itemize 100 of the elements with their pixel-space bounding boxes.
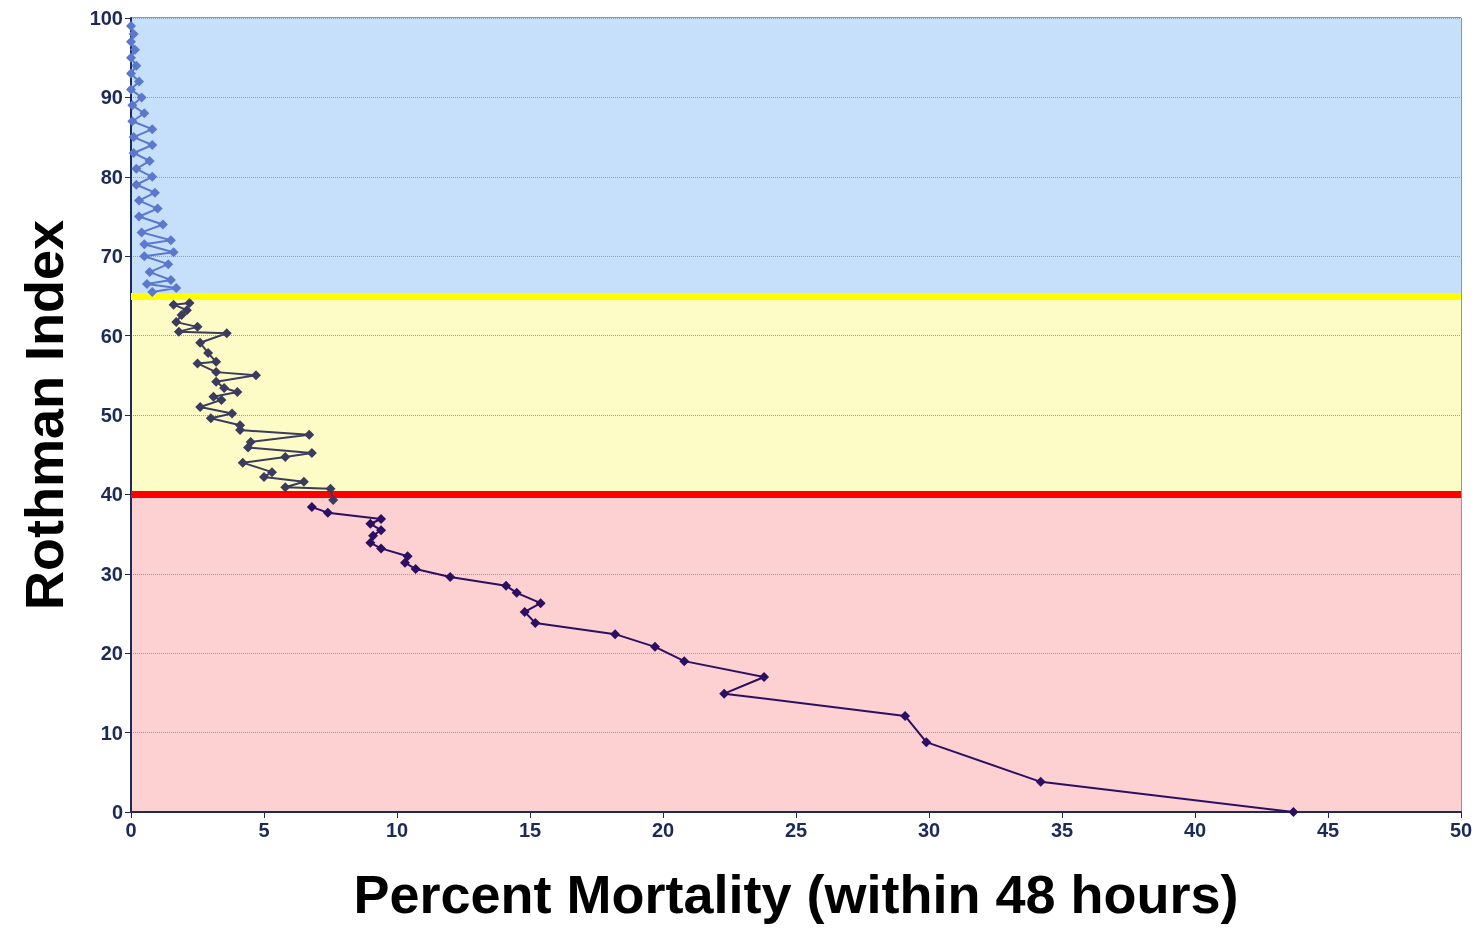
point	[365, 537, 376, 548]
point	[325, 483, 336, 494]
point	[610, 629, 621, 640]
point	[365, 518, 376, 529]
point	[445, 571, 456, 582]
point	[149, 187, 160, 198]
point	[126, 84, 136, 95]
point	[237, 457, 248, 468]
point	[195, 402, 206, 413]
y-tick-label: 0	[111, 801, 123, 823]
point	[139, 239, 150, 250]
point	[165, 275, 176, 286]
point	[205, 413, 216, 424]
point	[203, 348, 214, 359]
point	[376, 543, 387, 554]
point	[128, 147, 139, 158]
x-tick-label: 15	[518, 819, 542, 841]
x-tick-label: 30	[917, 819, 941, 841]
point	[128, 28, 139, 39]
point	[127, 100, 138, 111]
point	[192, 358, 203, 369]
point	[184, 298, 195, 309]
point	[136, 92, 147, 103]
point	[147, 286, 158, 297]
point	[176, 309, 187, 320]
point	[131, 60, 142, 71]
y-tick-label: 60	[100, 324, 123, 347]
point	[152, 203, 163, 214]
point	[133, 211, 144, 222]
point	[136, 227, 147, 238]
point	[131, 179, 142, 190]
point	[232, 386, 243, 397]
point	[511, 587, 522, 598]
point	[168, 299, 179, 310]
point	[192, 321, 203, 332]
point	[211, 376, 222, 387]
point	[1288, 807, 1299, 817]
x-tick-label: 45	[1316, 819, 1340, 841]
point	[219, 383, 230, 393]
point	[171, 317, 182, 328]
y-tick-label: 30	[100, 562, 123, 585]
point	[133, 76, 144, 87]
y-tick-label: 50	[100, 404, 123, 426]
x-axis-title: Percent Mortality (within 48 hours)	[353, 864, 1239, 924]
point	[129, 44, 140, 55]
point	[535, 598, 546, 609]
x-tick-label: 5	[258, 819, 270, 841]
y-tick-label: 100	[89, 7, 123, 29]
point	[679, 656, 690, 667]
y-tick-label: 80	[100, 165, 123, 188]
point	[133, 195, 144, 206]
point	[410, 564, 421, 575]
point	[368, 530, 379, 541]
x-tick-label: 25	[784, 819, 808, 841]
point	[131, 163, 142, 174]
y-tick-label: 40	[100, 483, 123, 506]
point	[921, 737, 932, 748]
point	[280, 452, 291, 463]
point	[251, 370, 262, 381]
point	[304, 429, 315, 440]
y-tick-label: 10	[100, 721, 123, 744]
point	[650, 641, 661, 652]
y-tick-label: 20	[100, 642, 123, 665]
point	[221, 328, 232, 339]
point	[147, 124, 158, 135]
x-tick-label: 50	[1449, 819, 1473, 841]
point	[126, 52, 136, 63]
point	[227, 408, 238, 419]
point	[171, 282, 182, 293]
point	[1035, 776, 1046, 787]
point	[128, 132, 139, 143]
point	[126, 68, 136, 79]
point	[147, 171, 158, 182]
point	[376, 525, 387, 536]
point	[759, 672, 770, 683]
point	[139, 251, 150, 262]
x-tick-label: 0	[125, 819, 137, 841]
point	[126, 36, 136, 47]
y-axis-title: Rothman Index	[14, 219, 74, 611]
x-tick-label: 40	[1183, 819, 1207, 841]
x-tick-label: 35	[1050, 819, 1074, 841]
point	[173, 326, 184, 337]
point	[127, 116, 138, 127]
point	[322, 507, 333, 518]
y-tick-label: 90	[100, 86, 123, 109]
point	[157, 219, 168, 230]
point	[211, 356, 222, 367]
point	[144, 267, 155, 278]
x-tick-label: 10	[385, 819, 409, 841]
point	[144, 155, 155, 166]
point	[900, 710, 911, 721]
point	[306, 502, 317, 513]
point	[163, 259, 174, 270]
point	[530, 618, 541, 629]
point	[195, 337, 206, 348]
point	[376, 514, 387, 525]
point	[245, 437, 256, 447]
y-tick-label: 70	[100, 245, 123, 268]
point	[259, 471, 269, 482]
point	[139, 108, 150, 119]
